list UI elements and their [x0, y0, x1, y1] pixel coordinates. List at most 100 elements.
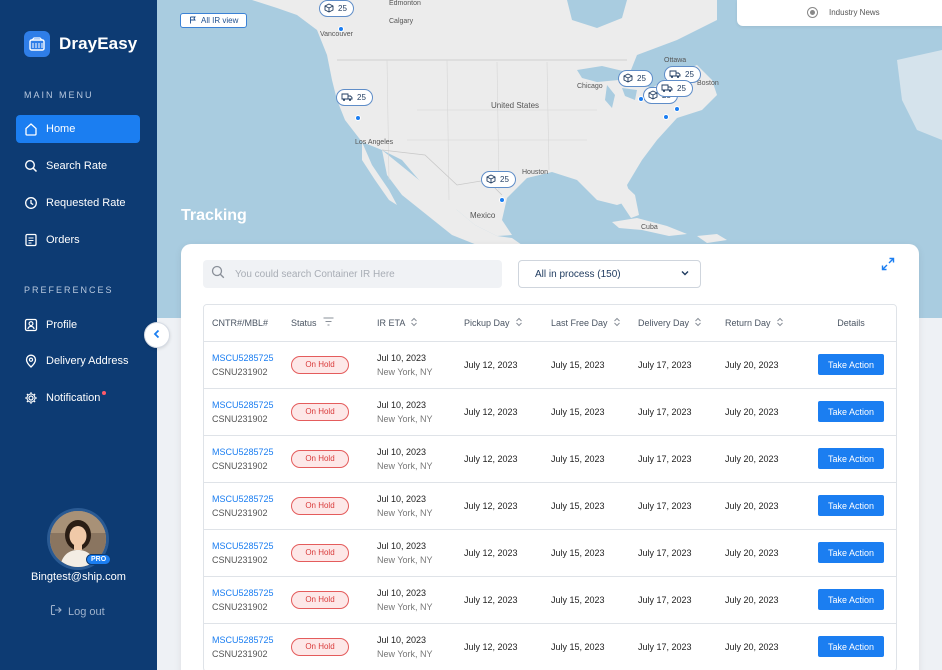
- map-label-ottawa: Ottawa: [664, 57, 687, 64]
- column-header-cntr: CNTR#/MBL#: [204, 305, 283, 342]
- return-day-cell: July 20, 2023: [717, 529, 804, 577]
- ir-eta-cell: Jul 10, 2023 New York, NY: [369, 623, 456, 670]
- map-label-chicago: Chicago: [577, 83, 603, 90]
- all-ir-view-button[interactable]: All IR view: [180, 13, 248, 28]
- container-number-link[interactable]: MSCU5285725: [212, 399, 274, 410]
- pickup-day-cell: July 12, 2023: [456, 388, 543, 436]
- sidebar-item-label: Profile: [46, 319, 78, 331]
- orders-icon: [24, 233, 38, 247]
- column-header-return-day[interactable]: Return Day: [717, 305, 804, 342]
- mbl-number: CSNU231902: [212, 460, 268, 471]
- sidebar-item-profile[interactable]: Profile: [16, 311, 140, 339]
- return-day-cell: July 20, 2023: [717, 388, 804, 436]
- container-number-link[interactable]: MSCU5285725: [212, 493, 274, 504]
- pickup-day-cell: July 12, 2023: [456, 576, 543, 624]
- process-filter-dropdown[interactable]: All in process (150): [518, 260, 701, 288]
- sidebar-item-requested-rate[interactable]: Requested Rate: [16, 189, 140, 217]
- map-marker-chicago[interactable]: 25: [618, 70, 653, 87]
- map-label-houston: Houston: [522, 169, 549, 176]
- marker-count: 25: [685, 70, 694, 79]
- eta-location: New York, NY: [377, 601, 433, 612]
- sort-icon[interactable]: [776, 317, 783, 329]
- tracking-table: CNTR#/MBL# Status IR ETA Pickup Day: [203, 304, 897, 670]
- sidebar-item-search-rate[interactable]: Search Rate: [16, 152, 140, 180]
- last-free-day-cell: July 15, 2023: [543, 576, 630, 624]
- take-action-button[interactable]: Take Action: [818, 401, 884, 422]
- table-row: MSCU5285725 CSNU231902 On Hold Jul 10, 2023…: [204, 341, 896, 389]
- ir-eta-cell: Jul 10, 2023 New York, NY: [369, 529, 456, 577]
- cntr-cell: MSCU5285725 CSNU231902: [204, 435, 283, 483]
- eta-location: New York, NY: [377, 366, 433, 377]
- map-marker-boston[interactable]: 25: [656, 80, 693, 97]
- sort-icon[interactable]: [411, 317, 418, 329]
- sidebar-item-delivery-address[interactable]: Delivery Address: [16, 347, 140, 375]
- status-cell: On Hold: [283, 435, 369, 483]
- take-action-button[interactable]: Take Action: [818, 495, 884, 516]
- container-number-link[interactable]: MSCU5285725: [212, 587, 274, 598]
- details-cell: Take Action: [804, 529, 896, 577]
- container-number-link[interactable]: MSCU5285725: [212, 540, 274, 551]
- mbl-number: CSNU231902: [212, 554, 268, 565]
- table-row: MSCU5285725 CSNU231902 On Hold Jul 10, 2023…: [204, 482, 896, 530]
- sidebar-item-notification[interactable]: Notification: [16, 384, 140, 412]
- delivery-day-cell: July 17, 2023: [630, 576, 717, 624]
- take-action-button[interactable]: Take Action: [818, 636, 884, 657]
- map-dot: [663, 114, 669, 120]
- column-header-last-free-day[interactable]: Last Free Day: [543, 305, 630, 342]
- map-label-los-angeles: Los Angeles: [355, 139, 394, 146]
- container-number-link[interactable]: MSCU5285725: [212, 352, 274, 363]
- table-header-row: CNTR#/MBL# Status IR ETA Pickup Day: [204, 305, 896, 342]
- mbl-number: CSNU231902: [212, 507, 268, 518]
- container-number-link[interactable]: MSCU5285725: [212, 446, 274, 457]
- table-row: MSCU5285725 CSNU231902 On Hold Jul 10, 2023…: [204, 435, 896, 483]
- take-action-button[interactable]: Take Action: [818, 589, 884, 610]
- eta-date: Jul 10, 2023: [377, 399, 427, 410]
- pro-badge: PRO: [86, 554, 112, 565]
- details-cell: Take Action: [804, 576, 896, 624]
- sort-icon[interactable]: [515, 317, 522, 329]
- column-header-ir-eta[interactable]: IR ETA: [369, 305, 456, 342]
- map-label-mexico: Mexico: [470, 211, 496, 220]
- industry-news-radio[interactable]: [807, 7, 818, 18]
- status-badge: On Hold: [291, 637, 349, 656]
- user-email: Bingtest@ship.com: [31, 571, 126, 583]
- column-header-delivery-day[interactable]: Delivery Day: [630, 305, 717, 342]
- search-input[interactable]: [235, 268, 485, 280]
- status-cell: On Hold: [283, 576, 369, 624]
- sidebar-item-home[interactable]: Home: [16, 115, 140, 143]
- container-number-link[interactable]: MSCU5285725: [212, 634, 274, 645]
- expand-button[interactable]: [880, 257, 896, 274]
- collapse-sidebar-button[interactable]: [144, 322, 170, 348]
- marker-count: 25: [677, 84, 686, 93]
- map-marker-los-angeles[interactable]: 25: [336, 89, 373, 106]
- status-badge: On Hold: [291, 590, 349, 609]
- column-header-status[interactable]: Status: [283, 305, 369, 342]
- sort-icon[interactable]: [613, 317, 620, 329]
- delivery-day-cell: July 17, 2023: [630, 341, 717, 389]
- cntr-cell: MSCU5285725 CSNU231902: [204, 623, 283, 670]
- pickup-day-cell: July 12, 2023: [456, 623, 543, 670]
- ir-eta-cell: Jul 10, 2023 New York, NY: [369, 388, 456, 436]
- filter-icon[interactable]: [323, 317, 334, 328]
- map-marker-vancouver[interactable]: 25: [319, 0, 354, 17]
- take-action-button[interactable]: Take Action: [818, 448, 884, 469]
- sort-icon[interactable]: [695, 317, 701, 329]
- app-logo[interactable]: DrayEasy: [24, 31, 137, 57]
- truck-icon: [669, 69, 681, 81]
- take-action-button[interactable]: Take Action: [818, 354, 884, 375]
- mbl-number: CSNU231902: [212, 601, 268, 612]
- industry-news-panel: Industry News: [737, 0, 942, 26]
- all-ir-view-label: All IR view: [201, 16, 239, 25]
- logout-icon: [50, 604, 62, 619]
- map-marker-houston[interactable]: 25: [481, 171, 516, 188]
- table-row: MSCU5285725 CSNU231902 On Hold Jul 10, 2023…: [204, 623, 896, 670]
- eta-location: New York, NY: [377, 460, 433, 471]
- filter-value: All in process (150): [535, 268, 621, 280]
- logout-button[interactable]: Log out: [50, 604, 105, 619]
- column-header-pickup-day[interactable]: Pickup Day: [456, 305, 543, 342]
- eta-location: New York, NY: [377, 413, 433, 424]
- profile-icon: [24, 318, 38, 332]
- sidebar-item-orders[interactable]: Orders: [16, 226, 140, 254]
- take-action-button[interactable]: Take Action: [818, 542, 884, 563]
- map-dot: [355, 115, 361, 121]
